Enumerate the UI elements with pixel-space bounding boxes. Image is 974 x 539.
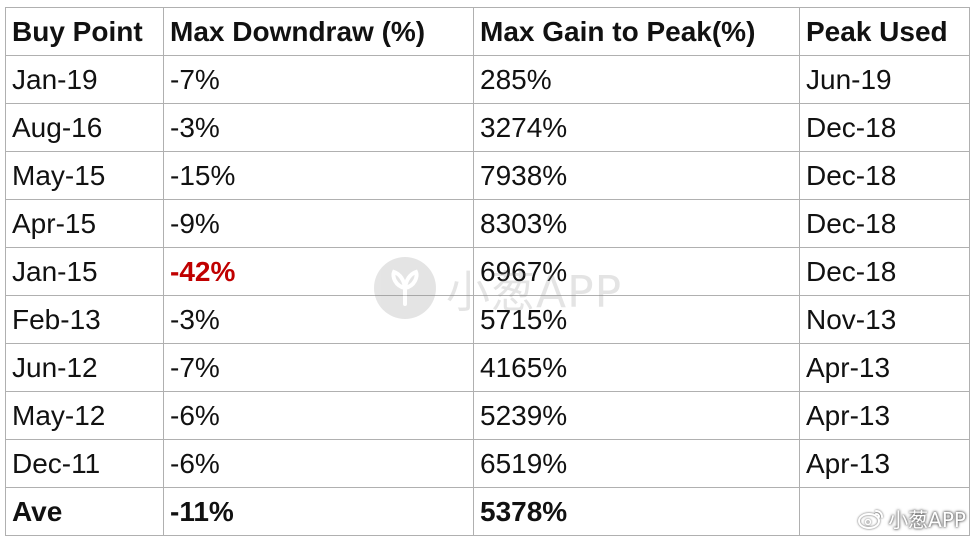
cell-peak-used: Nov-13 [799,295,970,344]
cell-max-downdraw: -3% [163,103,474,152]
cell-peak-used: Dec-18 [799,199,970,248]
cell-max-downdraw: -9% [163,199,474,248]
cell-peak-used: Jun-19 [799,55,970,104]
cell-max-gain: 6967% [473,247,800,296]
table-row: May-15 -15% 7938% Dec-18 [5,151,970,200]
cell-buy-point: Aug-16 [5,103,164,152]
cell-buy-point: Jun-12 [5,343,164,392]
table-row: May-12 -6% 5239% Apr-13 [5,391,970,440]
header-max-downdraw: Max Downdraw (%) [163,7,474,56]
cell-max-gain: 3274% [473,103,800,152]
cell-peak-used: Apr-13 [799,391,970,440]
table-row: Jun-12 -7% 4165% Apr-13 [5,343,970,392]
cell-peak-used: Dec-18 [799,103,970,152]
table-row: Apr-15 -9% 8303% Dec-18 [5,199,970,248]
cell-max-downdraw: -6% [163,391,474,440]
summary-label: Ave [5,487,164,536]
table-row: Aug-16 -3% 3274% Dec-18 [5,103,970,152]
cell-buy-point: Jan-15 [5,247,164,296]
summary-max-downdraw: -11% [163,487,474,536]
cell-max-downdraw: -7% [163,343,474,392]
corner-watermark-text: 小葱APP [888,508,966,532]
table-row: Jan-15 -42% 6967% Dec-18 [5,247,970,296]
cell-max-gain: 5715% [473,295,800,344]
summary-max-gain: 5378% [473,487,800,536]
cell-peak-used: Apr-13 [799,439,970,488]
table-row: Feb-13 -3% 5715% Nov-13 [5,295,970,344]
header-max-gain: Max Gain to Peak(%) [473,7,800,56]
table-row: Dec-11 -6% 6519% Apr-13 [5,439,970,488]
cell-max-gain: 4165% [473,343,800,392]
cell-buy-point: Dec-11 [5,439,164,488]
header-buy-point: Buy Point [5,7,164,56]
weibo-icon [858,509,884,529]
cell-max-downdraw-highlight: -42% [163,247,474,296]
cell-buy-point: May-15 [5,151,164,200]
corner-watermark: 小葱APP [858,504,966,533]
cell-max-gain: 8303% [473,199,800,248]
cell-buy-point: Jan-19 [5,55,164,104]
cell-max-downdraw: -7% [163,55,474,104]
header-peak-used: Peak Used [799,7,970,56]
summary-row: Ave -11% 5378% [5,487,970,536]
cell-peak-used: Dec-18 [799,247,970,296]
cell-buy-point: Feb-13 [5,295,164,344]
cell-max-downdraw: -3% [163,295,474,344]
header-row: Buy Point Max Downdraw (%) Max Gain to P… [5,7,970,56]
data-table: Buy Point Max Downdraw (%) Max Gain to P… [5,7,970,536]
cell-max-downdraw: -15% [163,151,474,200]
cell-buy-point: May-12 [5,391,164,440]
cell-max-downdraw: -6% [163,439,474,488]
cell-peak-used: Apr-13 [799,343,970,392]
cell-max-gain: 5239% [473,391,800,440]
cell-buy-point: Apr-15 [5,199,164,248]
cell-max-gain: 6519% [473,439,800,488]
cell-peak-used: Dec-18 [799,151,970,200]
cell-max-gain: 7938% [473,151,800,200]
table-row: Jan-19 -7% 285% Jun-19 [5,55,970,104]
cell-max-gain: 285% [473,55,800,104]
summary-peak-used [799,487,970,536]
